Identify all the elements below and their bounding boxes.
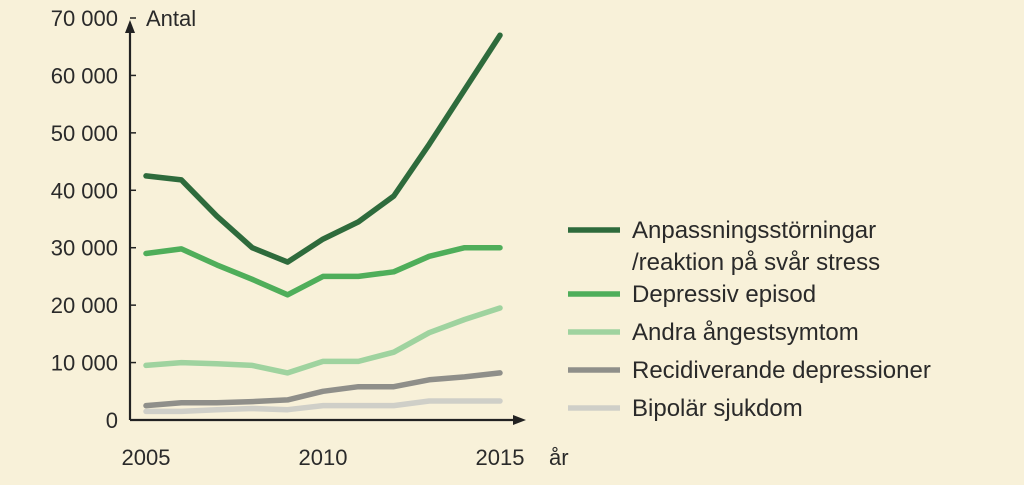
legend-label: Bipolär sjukdom [632, 395, 803, 422]
legend-label: Depressiv episod [632, 281, 816, 308]
legend-label: Andra ångestsymtom [632, 319, 859, 346]
x-axis-label: år [549, 445, 569, 470]
x-tick-label: 2005 [122, 445, 171, 470]
series-line [143, 244, 503, 298]
series-line [143, 305, 503, 376]
series-line [143, 32, 503, 265]
y-tick-label: 40 000 [51, 178, 118, 203]
y-tick-label: 50 000 [51, 121, 118, 146]
x-tick-label: 2010 [299, 445, 348, 470]
y-axis-arrow-icon [125, 20, 135, 33]
y-tick-label: 70 000 [51, 6, 118, 31]
legend-label: Anpassningsstörningar/reaktion på svår s… [632, 217, 880, 276]
y-tick-label: 20 000 [51, 293, 118, 318]
y-axis-label: Antal [146, 6, 196, 31]
series-line [143, 398, 503, 415]
legend-label: Recidiverande depressioner [632, 357, 931, 384]
y-tick-label: 10 000 [51, 351, 118, 376]
x-tick-label: 2015 [476, 445, 525, 470]
y-tick-label: 0 [106, 408, 118, 433]
y-tick-label: 30 000 [51, 236, 118, 261]
y-tick-label: 60 000 [51, 63, 118, 88]
series-line [143, 370, 503, 409]
x-axis-arrow-icon [513, 415, 526, 425]
